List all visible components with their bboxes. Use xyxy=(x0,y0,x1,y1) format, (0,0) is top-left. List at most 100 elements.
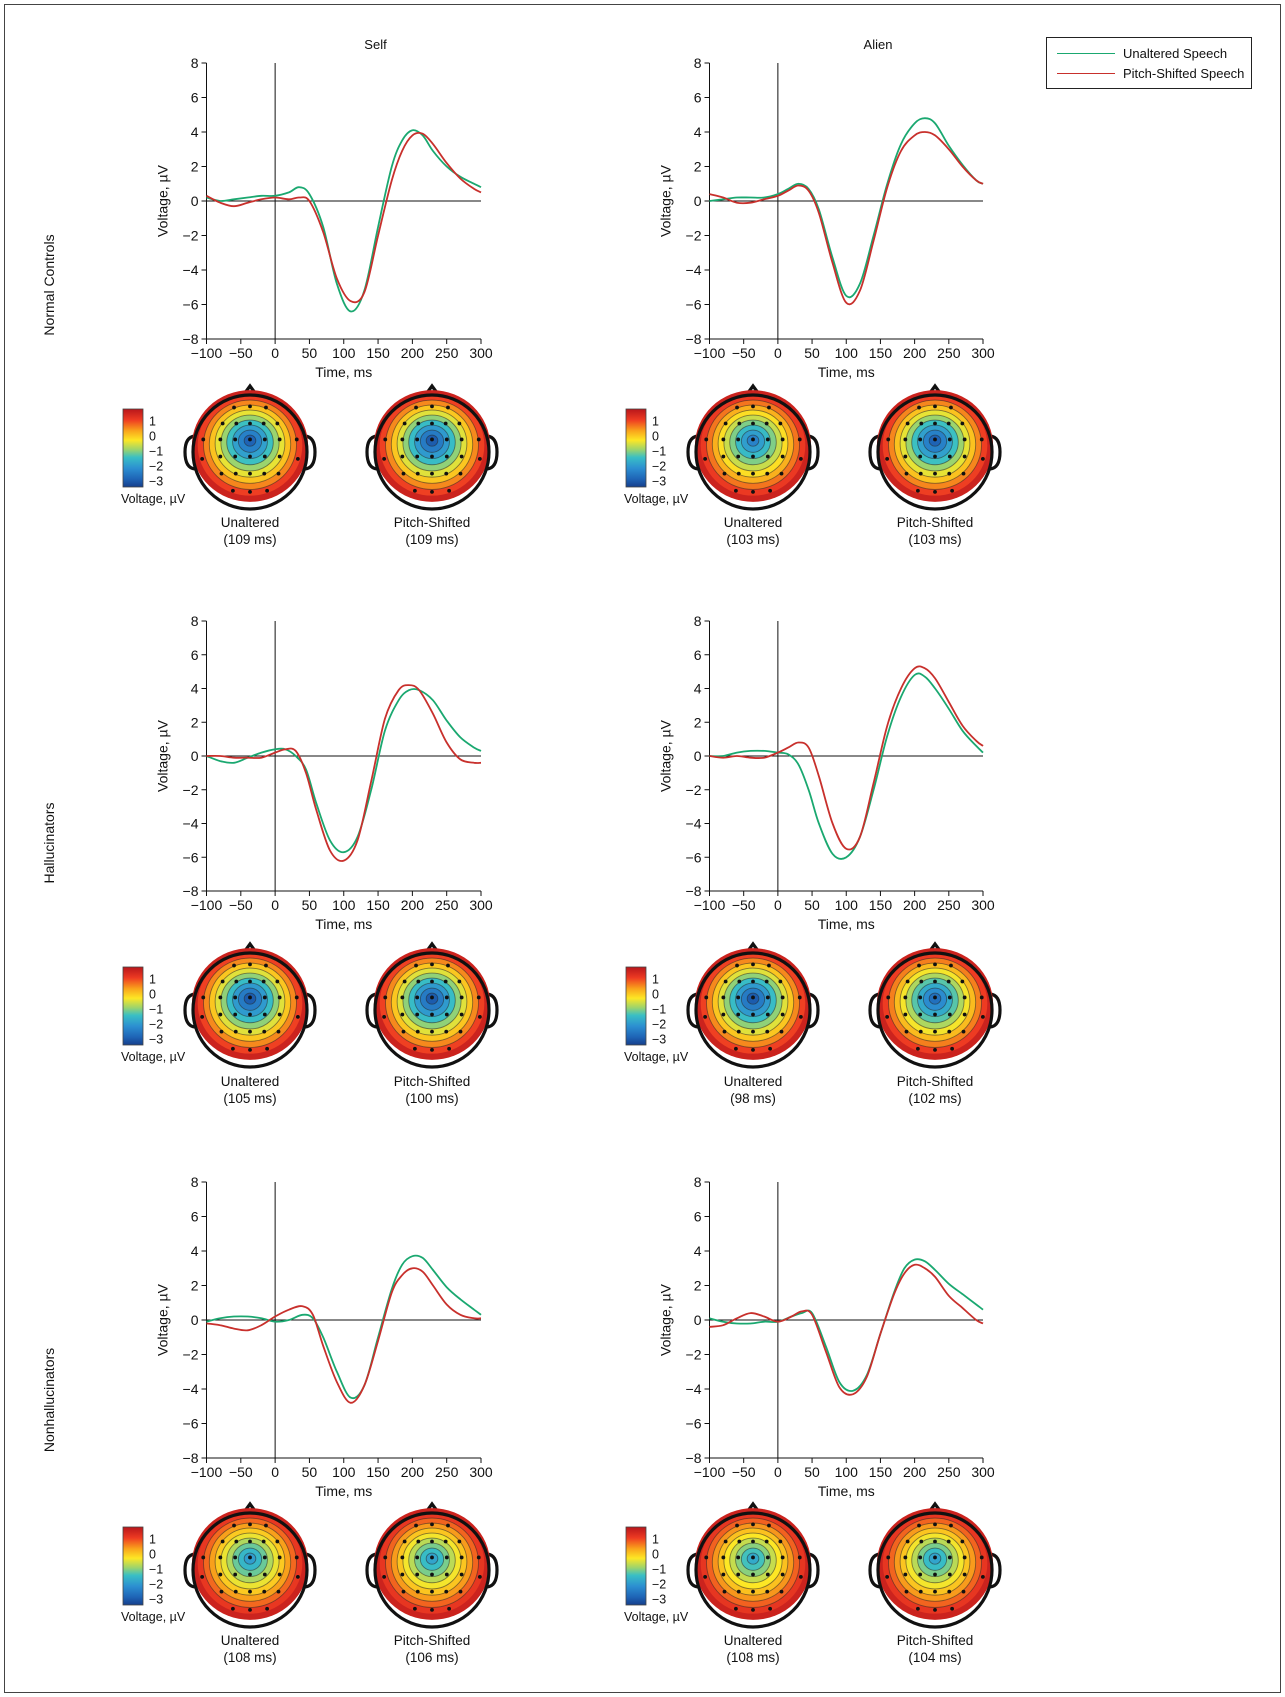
colorbar-tick-label: −3 xyxy=(652,1033,666,1047)
electrode-dot xyxy=(248,1048,252,1052)
x-tick-label: 200 xyxy=(401,1464,425,1480)
series-line-pitch-shifted xyxy=(206,131,482,304)
erp-plot-nonhallucinators-self: 8 6 4 2 0 −2 −4 −6 −8−100 −50 0 50 100 150 200 250 300 Ti… xyxy=(155,1174,493,1499)
electrode-dot xyxy=(248,979,252,984)
topomap-nonhallucinators-alien-unaltered xyxy=(686,1501,820,1629)
x-tick-label: −100 xyxy=(191,897,223,913)
y-tick-label: −2 xyxy=(183,1347,199,1363)
electrode-dot xyxy=(721,1572,726,1577)
x-tick-label: 150 xyxy=(869,1464,893,1480)
electrode-dot xyxy=(962,1012,967,1017)
electrode-dot xyxy=(476,437,481,442)
electrode-dot xyxy=(265,1046,269,1051)
colorbar-tick-label: −1 xyxy=(652,445,666,459)
electrode-dot xyxy=(444,1029,449,1034)
electrode-dot xyxy=(233,1572,238,1577)
row-label-nonhallucinators: Nonhallucinators xyxy=(41,1348,57,1452)
colorbar-tick-label: 1 xyxy=(149,973,156,987)
electrode-dot xyxy=(768,488,772,493)
electrode-dot xyxy=(295,1574,300,1579)
electrode-dot xyxy=(402,1539,407,1544)
electrode-dot xyxy=(885,456,890,461)
electrode-dot xyxy=(751,1589,755,1594)
electrode-dot xyxy=(416,421,421,426)
electrode-dot xyxy=(917,405,921,410)
electrode-dot xyxy=(277,1012,282,1017)
y-tick-label: −4 xyxy=(686,1381,702,1397)
topomap-caption: Pitch-Shifted xyxy=(394,515,471,530)
colorbar-tick-label: 0 xyxy=(652,1548,659,1562)
electrode-dot xyxy=(960,421,965,426)
erp-plot-normal-controls-self: 8 6 4 2 0 −2 −4 −6 −8−100 −50 0 50 100 150 200 250 300 Ti… xyxy=(155,55,493,380)
electrode-dot xyxy=(276,471,281,476)
colorbar-label: Voltage, µV xyxy=(624,1610,689,1624)
electrode-dot xyxy=(751,1555,755,1560)
electrode-dot xyxy=(264,963,268,968)
electrode-dot xyxy=(933,490,937,494)
topomap-nonhallucinators-self-unaltered xyxy=(183,1501,317,1629)
electrode-dot xyxy=(200,1574,205,1579)
electrode-dot xyxy=(400,1012,405,1017)
series-line-pitch-shifted xyxy=(206,684,482,862)
x-tick-label: 0 xyxy=(271,897,279,913)
y-tick-label: 4 xyxy=(191,681,199,697)
series-line-pitch-shifted xyxy=(709,131,984,306)
row-label-hallucinators: Hallucinators xyxy=(41,803,57,884)
electrode-dot xyxy=(219,1589,224,1594)
colorbar-tick-label: 1 xyxy=(149,1533,156,1547)
electrode-dot xyxy=(476,1555,481,1560)
electrode-dot xyxy=(904,1029,909,1034)
electrode-dot xyxy=(233,995,238,1000)
electrode-dot xyxy=(779,1029,784,1034)
electrode-dot xyxy=(947,1572,952,1577)
electrode-dot xyxy=(275,1539,280,1544)
electrode-dot xyxy=(722,471,727,476)
colorbar-tick-label: 1 xyxy=(149,415,156,429)
electrode-dot xyxy=(704,995,709,1000)
y-tick-label: 8 xyxy=(191,1174,199,1190)
erp-plot-nonhallucinators-alien: 8 6 4 2 0 −2 −4 −6 −8−100 −50 0 50 100 150 200 250 300 Ti… xyxy=(658,1174,995,1499)
electrode-dot xyxy=(458,471,463,476)
y-tick-label: 2 xyxy=(191,714,199,730)
colorbar-tick-label: −3 xyxy=(149,1593,163,1607)
colorbar-nonhallucinators-self: 10−1−2−3 Voltage, µV xyxy=(121,1526,186,1624)
x-tick-label: 300 xyxy=(971,345,995,361)
x-tick-label: −50 xyxy=(732,897,756,913)
colorbar-gradient xyxy=(122,408,144,488)
colorbar-gradient xyxy=(625,966,647,1046)
electrode-dot xyxy=(383,1555,388,1560)
electrode-dot xyxy=(751,437,755,442)
y-tick-label: −8 xyxy=(686,1450,702,1466)
electrode-dot xyxy=(415,1572,420,1577)
electrode-dot xyxy=(736,1572,741,1577)
electrode-dot xyxy=(430,1539,434,1544)
x-tick-label: 250 xyxy=(937,1464,961,1480)
electrode-dot xyxy=(765,1589,770,1594)
electrode-dot xyxy=(262,1029,267,1034)
colorbar-hallucinators-self: 10−1−2−3 Voltage, µV xyxy=(121,966,186,1064)
x-tick-label: −50 xyxy=(229,345,253,361)
colorbar-tick-label: −1 xyxy=(149,1563,163,1577)
electrode-dot xyxy=(220,1539,225,1544)
electrode-dot xyxy=(415,454,420,459)
x-tick-label: 100 xyxy=(835,345,859,361)
y-tick-label: 0 xyxy=(191,748,199,764)
electrode-dot xyxy=(918,437,923,442)
electrode-dot xyxy=(735,963,739,968)
head-outline xyxy=(694,951,812,1069)
electrode-dot xyxy=(798,1574,803,1579)
y-axis-label: Voltage, µV xyxy=(658,164,674,237)
electrode-dot xyxy=(961,1589,966,1594)
electrode-dot xyxy=(947,437,952,442)
electrode-dot xyxy=(751,454,755,459)
electrode-dot xyxy=(430,995,434,1000)
electrode-dot xyxy=(962,1555,967,1560)
electrode-dot xyxy=(458,1029,463,1034)
topomap-latency: (109 ms) xyxy=(405,532,458,547)
y-tick-label: −6 xyxy=(183,1416,199,1432)
electrode-dot xyxy=(737,421,742,426)
electrode-dot xyxy=(446,405,450,410)
electrode-dot xyxy=(414,1523,418,1528)
electrode-dot xyxy=(261,979,266,984)
electrode-dot xyxy=(947,1029,952,1034)
